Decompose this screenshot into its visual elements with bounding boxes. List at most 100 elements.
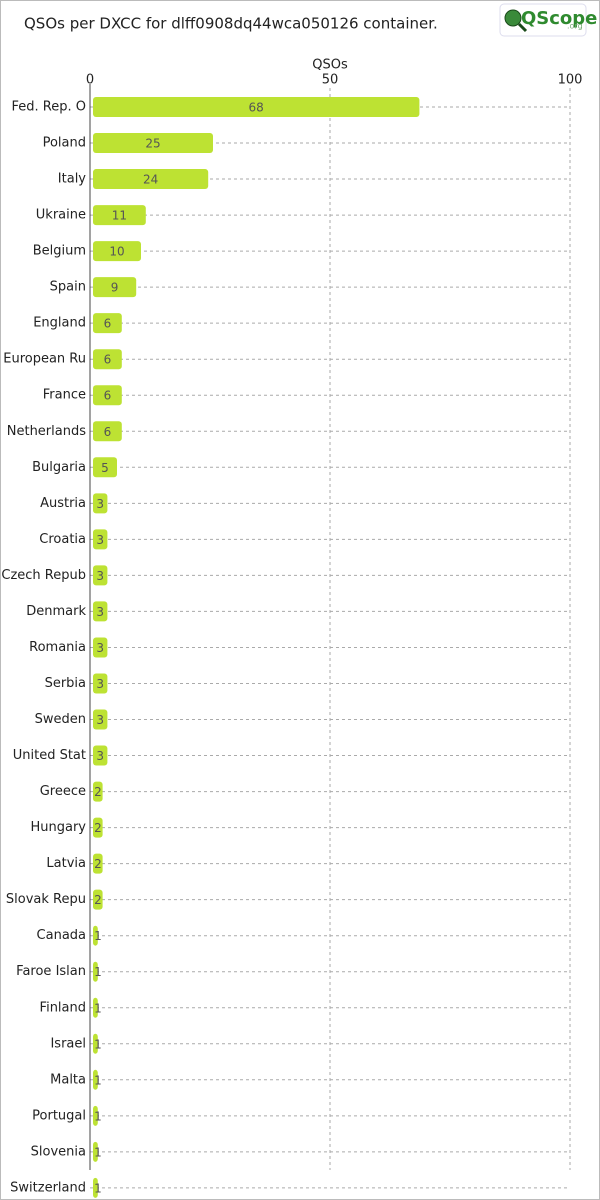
- value-label: 2: [94, 785, 102, 799]
- y-tick-label: United Stat: [13, 748, 86, 763]
- bar: [93, 313, 122, 334]
- y-tick-label: Ukraine: [36, 208, 86, 223]
- y-tick-label: Czech Repub: [1, 568, 86, 583]
- y-tick-label: Slovak Repu: [6, 892, 86, 907]
- y-tick-label: Spain: [50, 280, 86, 295]
- y-tick-label: Finland: [40, 1000, 86, 1015]
- value-label: 6: [104, 353, 112, 367]
- value-label: 10: [109, 245, 124, 259]
- value-label: 24: [143, 173, 158, 187]
- logo-icon: [504, 9, 522, 27]
- x-axis-label: QSOs: [312, 58, 348, 73]
- bar: [93, 205, 146, 226]
- bar: [93, 1069, 98, 1090]
- value-label: 2: [94, 893, 102, 907]
- value-label: 11: [112, 209, 127, 223]
- value-label: 1: [94, 929, 102, 943]
- bar: [93, 421, 122, 442]
- bar: [93, 817, 103, 838]
- value-label: 6: [104, 317, 112, 331]
- bar: [93, 277, 137, 298]
- y-tick-label: European Ru: [3, 352, 86, 367]
- logo-text: QScope: [521, 8, 597, 29]
- value-label: 1: [94, 1109, 102, 1123]
- y-tick-label: Latvia: [46, 856, 86, 871]
- logo: QScope .org: [499, 3, 597, 37]
- bar: [93, 349, 122, 370]
- bar: [93, 637, 108, 658]
- y-tick-label: Italy: [58, 172, 87, 187]
- y-tick-label: Poland: [43, 136, 86, 151]
- y-tick-label: Switzerland: [10, 1180, 86, 1195]
- y-tick-label: Slovenia: [31, 1144, 86, 1159]
- value-label: 6: [104, 389, 112, 403]
- y-tick-label: Israel: [50, 1036, 86, 1051]
- bar: [93, 889, 103, 910]
- bar: [93, 565, 108, 586]
- bar: [93, 925, 98, 946]
- value-label: 3: [96, 677, 104, 691]
- x-tick-label: 0: [86, 73, 94, 88]
- y-tick-label: France: [43, 388, 86, 403]
- y-tick-label: England: [33, 316, 86, 331]
- chart-title: QSOs per DXCC for dlff0908dq44wca050126 …: [24, 15, 438, 33]
- value-label: 1: [94, 1181, 102, 1195]
- bar: [93, 1105, 98, 1126]
- y-tick-label: Austria: [40, 496, 86, 511]
- y-tick-label: Serbia: [45, 676, 86, 691]
- y-tick-label: Belgium: [33, 244, 86, 259]
- bar: [93, 97, 420, 117]
- y-tick-label: Greece: [40, 784, 86, 799]
- bar: [93, 961, 98, 982]
- y-tick-label: Canada: [37, 928, 86, 943]
- value-label: 3: [96, 749, 104, 763]
- bar: [93, 133, 213, 154]
- value-label: 3: [96, 641, 104, 655]
- bar: [93, 457, 117, 478]
- y-tick-label: Malta: [50, 1072, 86, 1087]
- bar: [93, 745, 108, 766]
- value-label: 1: [94, 1001, 102, 1015]
- logo-suffix: .org: [567, 22, 583, 31]
- y-tick-label: Sweden: [35, 712, 86, 727]
- bar: [93, 1033, 98, 1054]
- bar: [93, 385, 122, 406]
- bar: [93, 1177, 98, 1198]
- logo-handle: [517, 22, 528, 33]
- bar: [93, 673, 108, 694]
- bar: [93, 493, 108, 514]
- y-tick-label: Denmark: [26, 604, 86, 619]
- y-tick-label: Romania: [29, 640, 86, 655]
- value-label: 9: [111, 281, 119, 295]
- bar: [93, 709, 108, 730]
- y-tick-label: Croatia: [39, 532, 86, 547]
- y-tick-label: Portugal: [32, 1108, 86, 1123]
- x-tick-label: 100: [558, 73, 583, 88]
- bar: [93, 853, 103, 874]
- bar: [93, 781, 103, 802]
- x-tick-label: 50: [322, 73, 339, 88]
- bar: [93, 1141, 98, 1162]
- value-label: 6: [104, 425, 112, 439]
- y-tick-label: Faroe Islan: [16, 964, 86, 979]
- value-label: 2: [94, 821, 102, 835]
- bar: [93, 241, 141, 262]
- value-label: 3: [96, 497, 104, 511]
- y-tick-label: Hungary: [30, 820, 86, 835]
- value-label: 3: [96, 605, 104, 619]
- value-label: 25: [145, 137, 160, 151]
- y-tick-label: Fed. Rep. O: [12, 100, 86, 115]
- bar: [93, 997, 98, 1018]
- value-label: 1: [94, 965, 102, 979]
- bar: [93, 169, 209, 190]
- value-label: 3: [96, 569, 104, 583]
- bar: [93, 529, 108, 550]
- y-tick-label: Bulgaria: [32, 460, 86, 475]
- value-label: 1: [94, 1073, 102, 1087]
- value-label: 2: [94, 857, 102, 871]
- y-tick-label: Netherlands: [7, 424, 86, 439]
- value-label: 3: [96, 713, 104, 727]
